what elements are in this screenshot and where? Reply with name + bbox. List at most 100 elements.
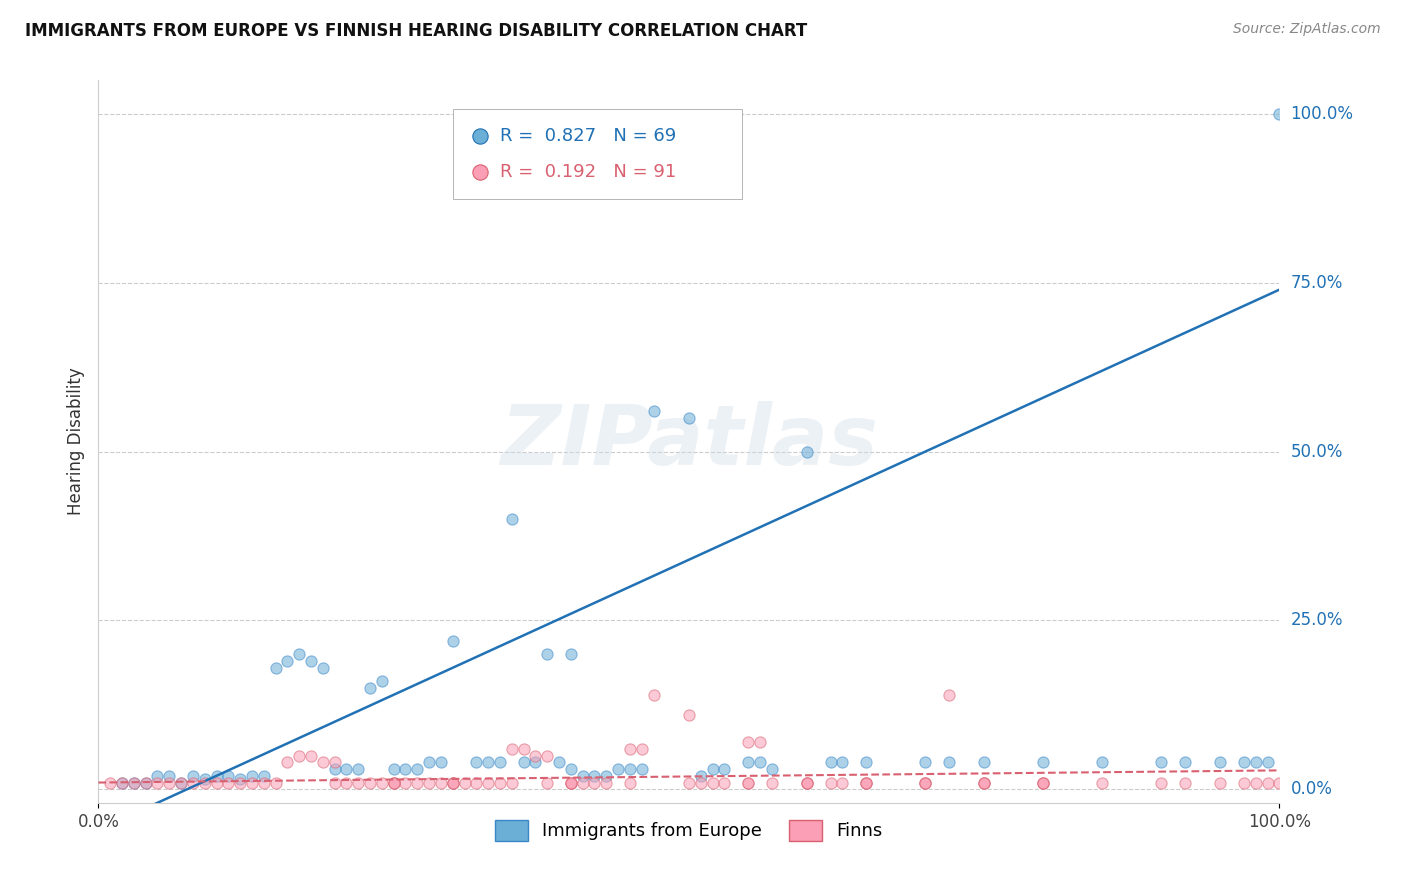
Point [276, 654, 298, 668]
Text: 0.0%: 0.0% [1291, 780, 1333, 798]
Point [595, 769, 617, 783]
Point [737, 735, 759, 749]
Point [630, 762, 652, 776]
Point [406, 762, 429, 776]
Point [643, 688, 665, 702]
Point [796, 775, 818, 789]
Point [1091, 756, 1114, 770]
Text: IMMIGRANTS FROM EUROPE VS FINNISH HEARING DISABILITY CORRELATION CHART: IMMIGRANTS FROM EUROPE VS FINNISH HEARIN… [25, 22, 807, 40]
Point [820, 756, 842, 770]
Point [418, 756, 440, 770]
Point [501, 775, 523, 789]
Point [217, 769, 239, 783]
Point [536, 748, 558, 763]
Point [135, 775, 157, 789]
Point [702, 775, 724, 789]
Point [264, 775, 287, 789]
Point [1032, 775, 1054, 789]
Point [702, 762, 724, 776]
Point [181, 775, 204, 789]
Point [441, 775, 464, 789]
Point [288, 647, 311, 661]
Point [264, 661, 287, 675]
Point [560, 775, 582, 789]
Point [678, 411, 700, 425]
Point [796, 444, 818, 458]
Point [938, 688, 960, 702]
Point [382, 775, 405, 789]
Point [501, 512, 523, 526]
Point [914, 775, 936, 789]
Point [560, 775, 582, 789]
Point [441, 775, 464, 789]
Point [98, 775, 121, 789]
Point [938, 756, 960, 770]
Point [1091, 775, 1114, 789]
Point [382, 762, 405, 776]
Point [583, 769, 606, 783]
Point [382, 775, 405, 789]
Point [713, 775, 735, 789]
Point [643, 404, 665, 418]
Point [689, 769, 711, 783]
FancyBboxPatch shape [453, 109, 742, 200]
Point [347, 762, 370, 776]
Point [489, 775, 512, 789]
Point [229, 775, 252, 789]
Point [170, 775, 193, 789]
Point [111, 775, 134, 789]
Point [276, 756, 298, 770]
Point [430, 756, 453, 770]
Point [157, 769, 180, 783]
Point [678, 708, 700, 723]
Point [855, 775, 877, 789]
Point [1209, 756, 1232, 770]
Point [347, 775, 370, 789]
Point [689, 775, 711, 789]
Point [406, 775, 429, 789]
Point [205, 775, 228, 789]
Point [855, 775, 877, 789]
Point [1032, 775, 1054, 789]
Point [796, 775, 818, 789]
Point [1268, 107, 1291, 121]
Point [512, 756, 534, 770]
Text: 75.0%: 75.0% [1291, 274, 1343, 292]
Point [855, 756, 877, 770]
Point [748, 735, 770, 749]
Point [394, 762, 416, 776]
Point [914, 775, 936, 789]
Text: 25.0%: 25.0% [1291, 612, 1343, 630]
Point [229, 772, 252, 787]
Point [855, 775, 877, 789]
Point [299, 654, 322, 668]
Point [253, 769, 276, 783]
Point [973, 775, 995, 789]
Point [1150, 775, 1173, 789]
Point [619, 741, 641, 756]
Point [1174, 775, 1197, 789]
Point [571, 775, 593, 789]
Point [1257, 756, 1279, 770]
Point [312, 661, 335, 675]
Point [560, 647, 582, 661]
Point [536, 647, 558, 661]
Point [973, 775, 995, 789]
Point [524, 756, 547, 770]
Point [359, 775, 381, 789]
Point [560, 775, 582, 789]
Point [1174, 756, 1197, 770]
Point [359, 681, 381, 695]
Point [1209, 775, 1232, 789]
Point [122, 775, 145, 789]
Point [583, 775, 606, 789]
Point [678, 775, 700, 789]
Point [536, 775, 558, 789]
Point [831, 775, 853, 789]
Point [335, 762, 357, 776]
Text: 100.0%: 100.0% [1291, 105, 1354, 123]
Point [181, 769, 204, 783]
Point [619, 762, 641, 776]
Text: ZIPatlas: ZIPatlas [501, 401, 877, 482]
Point [122, 775, 145, 789]
